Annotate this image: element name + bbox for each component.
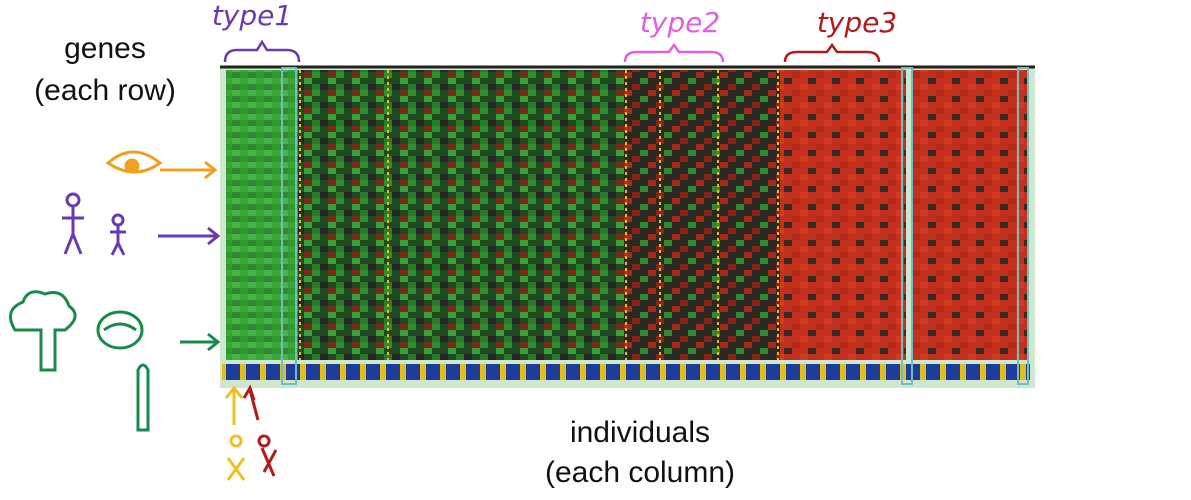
veggie-icon [9,290,221,432]
bracket [223,39,301,63]
heatmap [220,65,1035,388]
people-icon [62,192,221,256]
type-label: type2 [640,6,720,39]
columns-label: (each column) [545,456,735,489]
rows-label: genes [64,32,146,65]
bracket [623,42,725,63]
type-label: type1 [212,0,292,32]
type-label: type3 [817,6,897,39]
bracket [783,42,881,63]
columns-label: individuals [570,416,710,449]
rows-label: (each row) [34,74,176,107]
eye-icon [105,150,218,180]
person-arrows [224,384,278,481]
